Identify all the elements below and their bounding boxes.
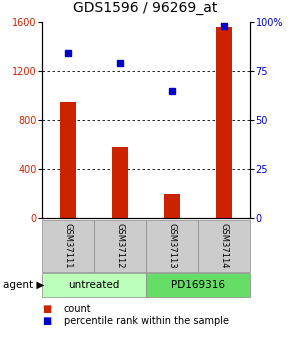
Bar (164, 194, 180, 218)
Text: GSM37111: GSM37111 (64, 223, 72, 269)
Text: ■: ■ (42, 304, 51, 314)
Text: count: count (64, 304, 91, 314)
Bar (216, 27, 232, 218)
Text: GSM37114: GSM37114 (220, 223, 229, 269)
Bar (112, 147, 128, 218)
Text: GSM37112: GSM37112 (115, 223, 124, 269)
Text: percentile rank within the sample: percentile rank within the sample (64, 316, 229, 326)
Bar (60, 102, 76, 218)
Text: untreated: untreated (68, 280, 120, 290)
Text: PD169316: PD169316 (171, 280, 225, 290)
Text: ■: ■ (42, 316, 51, 326)
Text: GDS1596 / 96269_at: GDS1596 / 96269_at (73, 1, 217, 15)
Text: GSM37113: GSM37113 (168, 223, 177, 269)
Text: agent ▶: agent ▶ (3, 280, 44, 290)
